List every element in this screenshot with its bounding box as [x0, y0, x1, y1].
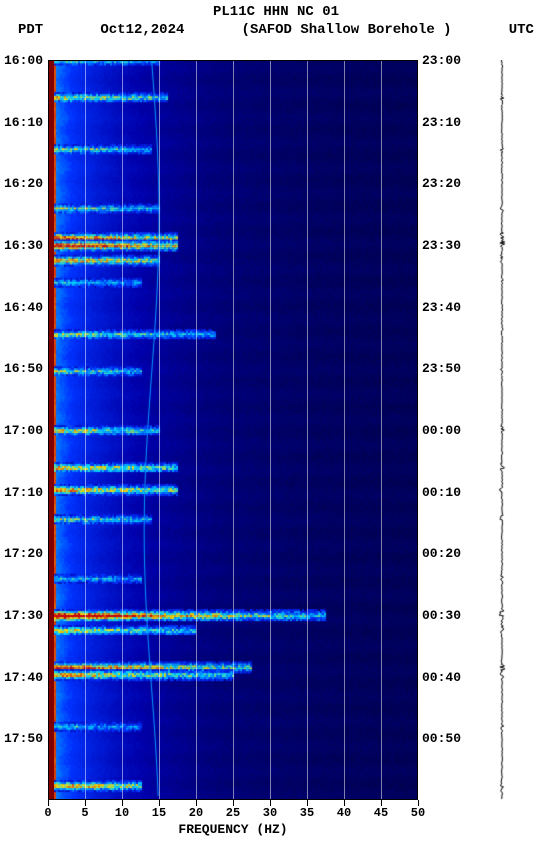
x-tick-label: 15: [152, 806, 166, 820]
x-tick-label: 40: [337, 806, 351, 820]
left-time-label: 17:30: [4, 608, 48, 623]
right-time-label: 23:20: [422, 176, 472, 191]
waveform-panel: [492, 60, 512, 800]
grid-line: [159, 60, 160, 800]
tz-right: UTC: [509, 22, 534, 38]
frequency-axis-ticks: 05101520253035404550: [48, 800, 418, 820]
x-tick-label: 20: [189, 806, 203, 820]
x-tick-label: 35: [300, 806, 314, 820]
x-tick-label: 30: [263, 806, 277, 820]
right-time-label: 00:50: [422, 731, 472, 746]
header-subline: PDT Oct12,2024 (SAFOD Shallow Borehole )…: [0, 22, 552, 38]
right-time-label: 00:40: [422, 670, 472, 685]
left-time-label: 16:50: [4, 361, 48, 376]
right-time-label: 00:00: [422, 423, 472, 438]
left-time-label: 17:00: [4, 423, 48, 438]
right-time-label: 23:40: [422, 300, 472, 315]
left-time-label: 16:30: [4, 238, 48, 253]
left-time-label: 17:50: [4, 731, 48, 746]
grid-line: [307, 60, 308, 800]
left-time-label: 17:20: [4, 546, 48, 561]
grid-line: [196, 60, 197, 800]
right-time-label: 23:50: [422, 361, 472, 376]
right-time-label: 23:30: [422, 238, 472, 253]
header: PL11C HHN NC 01 PDT Oct12,2024 (SAFOD Sh…: [0, 4, 552, 38]
grid-line: [233, 60, 234, 800]
site-desc: (SAFOD Shallow Borehole ): [242, 22, 452, 38]
x-tick-label: 50: [411, 806, 425, 820]
left-time-label: 17:40: [4, 670, 48, 685]
date-text: Oct12,2024: [100, 22, 184, 38]
x-tick-label: 25: [226, 806, 240, 820]
tz-left: PDT: [18, 22, 43, 38]
x-tick-label: 0: [44, 806, 51, 820]
left-time-label: 16:20: [4, 176, 48, 191]
x-tick-label: 5: [81, 806, 88, 820]
left-time-label: 17:10: [4, 485, 48, 500]
station-code: PL11C HHN NC 01: [0, 4, 552, 20]
waveform-canvas: [492, 60, 512, 800]
right-time-label: 00:30: [422, 608, 472, 623]
left-time-label: 16:00: [4, 53, 48, 68]
right-time-label: 23:10: [422, 115, 472, 130]
right-time-label: 23:00: [422, 53, 472, 68]
grid-line: [344, 60, 345, 800]
x-tick-label: 45: [374, 806, 388, 820]
grid-line: [381, 60, 382, 800]
left-time-label: 16:40: [4, 300, 48, 315]
spectrogram-plot: [48, 60, 418, 800]
low-freq-energy-strip: [48, 60, 54, 800]
right-time-label: 00:10: [422, 485, 472, 500]
right-time-label: 00:20: [422, 546, 472, 561]
left-time-label: 16:10: [4, 115, 48, 130]
grid-line: [270, 60, 271, 800]
grid-line: [122, 60, 123, 800]
x-tick-label: 10: [115, 806, 129, 820]
frequency-axis-title: FREQUENCY (HZ): [48, 822, 418, 837]
grid-line: [85, 60, 86, 800]
